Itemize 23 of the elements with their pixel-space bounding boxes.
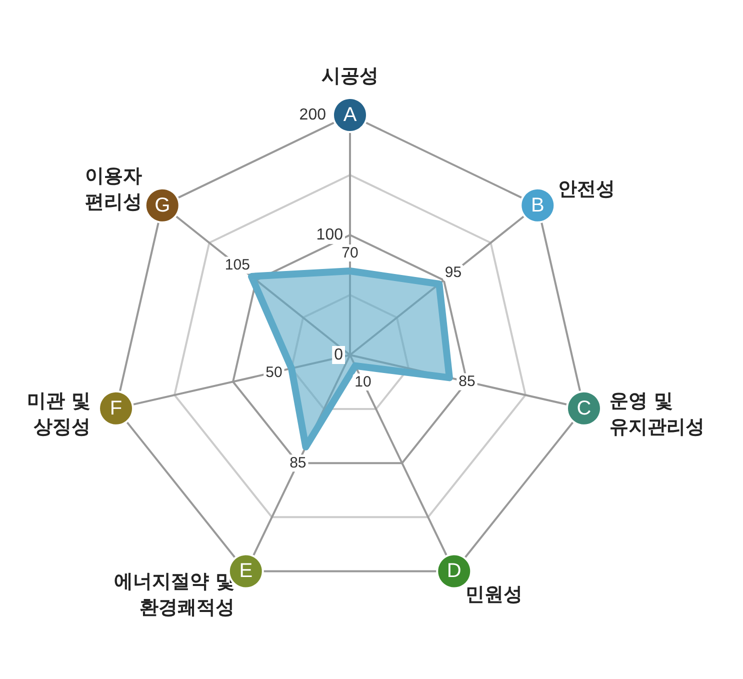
y-tick-label: 0 [334,346,344,364]
y-tick-label: 200 [299,106,326,124]
data-label: 85 [290,454,306,472]
text: G [154,194,170,216]
spoke-label: 시공성 [322,65,378,87]
data-label: 95 [444,264,462,282]
text: C [576,397,592,420]
text: F [110,397,122,420]
spoke-label: 민원성 [465,584,522,606]
spoke-label: 이용자 편리성 [85,165,142,214]
text: B [530,194,544,216]
text: D [446,560,462,582]
spoke-label: 운영 및 유지관리성 [609,390,704,438]
data-label: 50 [266,364,282,381]
y-tick-label: 100 [316,226,344,244]
data-label: 85 [458,373,476,390]
spoke-label: 안전성 [558,178,615,200]
spoke-label: 미관 및 상징성 [27,390,91,438]
data-label: 10 [354,374,372,391]
data-label: 105 [224,256,250,274]
data-label: 70 [342,244,358,262]
text: A [343,104,358,126]
text: E [239,560,253,582]
